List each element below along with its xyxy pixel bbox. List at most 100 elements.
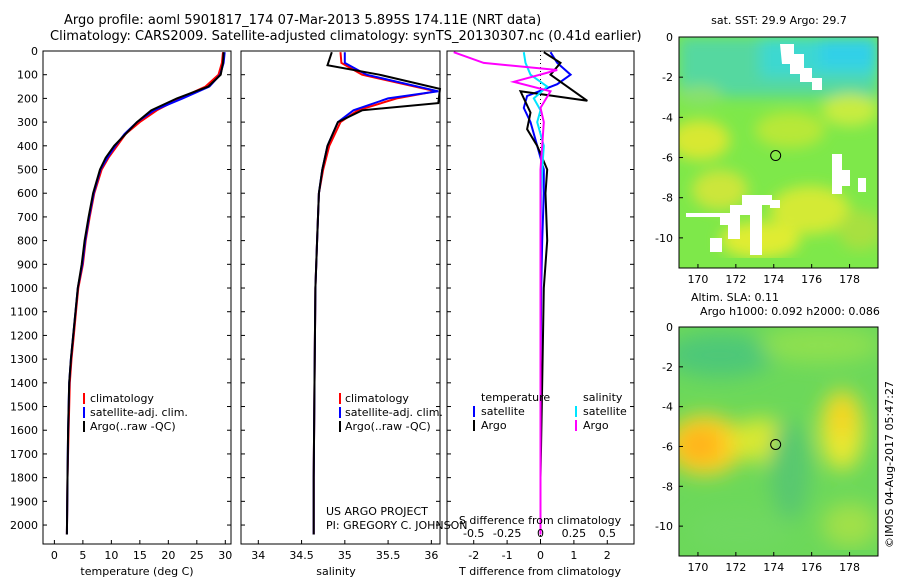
chart-title-line1: Argo profile: aoml 5901817_174 07-Mar-20… xyxy=(64,13,542,28)
temperature-xtick-label: 10 xyxy=(104,549,118,562)
depth-tick-label: 700 xyxy=(17,211,38,224)
salinity-diff-tick-label: 0.25 xyxy=(562,527,587,540)
diff-legend-sal-label: Argo xyxy=(583,419,609,432)
depth-tick-label: 2000 xyxy=(10,519,38,532)
temperature-legend-label: satellite-adj. clim. xyxy=(90,406,188,419)
temperature-xtick-label: 25 xyxy=(190,549,204,562)
sla-map-image xyxy=(679,327,878,556)
temperature-xtick-label: 5 xyxy=(79,549,86,562)
depth-tick-label: 1900 xyxy=(10,495,38,508)
depth-tick-label: 1000 xyxy=(10,282,38,295)
sla-map-xtick-label: 170 xyxy=(687,561,708,574)
difference-xtick-label: 2 xyxy=(604,549,611,562)
depth-tick-label: 400 xyxy=(17,140,38,153)
depth-tick-label: 1400 xyxy=(10,377,38,390)
temperature-xtick-label: 0 xyxy=(51,549,58,562)
salinity-legend-label: climatology xyxy=(345,392,409,405)
depth-tick-label: 300 xyxy=(17,116,38,129)
depth-tick-label: 100 xyxy=(17,69,38,82)
difference-series-0 xyxy=(522,51,573,535)
depth-tick-label: 1800 xyxy=(10,472,38,485)
depth-tick-label: 1200 xyxy=(10,329,38,342)
sst-map-ytick-label: 0 xyxy=(666,31,673,44)
sst-map-ytick-label: -6 xyxy=(662,152,673,165)
salinity-legend-label: satellite-adj. clim. xyxy=(345,406,443,419)
imos-stamp: ©IMOS 04-Aug-2017 05:47:27 xyxy=(883,381,896,548)
depth-tick-label: 1500 xyxy=(10,401,38,414)
depth-tick-label: 500 xyxy=(17,164,38,177)
salinity-xtick-label: 35 xyxy=(338,549,352,562)
depth-tick-label: 1300 xyxy=(10,353,38,366)
sla-map-frame xyxy=(678,326,879,557)
depth-tick-label: 0 xyxy=(31,45,38,58)
temperature-series-1 xyxy=(65,52,226,535)
sst-map-ytick-label: -2 xyxy=(662,71,673,84)
legend-salinity-header: salinity xyxy=(583,391,623,404)
diff-legend-sal-label: satellite xyxy=(583,405,627,418)
temperature-xtick-label: 30 xyxy=(218,549,232,562)
diff-legend-temp-label: satellite xyxy=(481,405,525,418)
sla-map-title: Argo h1000: 0.092 h2000: 0.086 xyxy=(700,305,880,318)
temperature-xlabel: temperature (deg C) xyxy=(80,565,193,578)
sla-map-title: Altim. SLA: 0.11 xyxy=(691,291,779,304)
depth-tick-label: 600 xyxy=(17,187,38,200)
sla-map-ytick-label: -2 xyxy=(662,361,673,374)
sla-map-xtick-label: 176 xyxy=(801,561,822,574)
salinity-xtick-label: 36 xyxy=(424,549,438,562)
sst-map-xtick-label: 174 xyxy=(763,273,784,286)
sst-map-image xyxy=(679,37,878,268)
depth-tick-label: 800 xyxy=(17,235,38,248)
salinity-diff-tick-label: -0.5 xyxy=(463,527,484,540)
salinity-xtick-label: 34.5 xyxy=(289,549,314,562)
salinity-diff-tick-label: 0.5 xyxy=(599,527,617,540)
temperature-series-2 xyxy=(65,52,225,535)
diff-legend-temp-label: Argo xyxy=(481,419,507,432)
difference-xlabel-top: S difference from climatology xyxy=(459,514,622,527)
sla-map-ytick-label: -8 xyxy=(662,480,673,493)
sst-map-xtick-label: 178 xyxy=(839,273,860,286)
salinity-series-0 xyxy=(312,52,436,535)
temperature-legend-label: Argo(..raw -QC) xyxy=(90,420,176,433)
sst-map-ytick-label: -4 xyxy=(662,111,673,124)
sla-map-ytick-label: -10 xyxy=(655,520,673,533)
difference-series-3 xyxy=(453,51,558,535)
difference-xlabel: T difference from climatology xyxy=(458,565,621,578)
difference-xtick-label: 1 xyxy=(570,549,577,562)
salinity-series-2 xyxy=(312,51,442,535)
sst-map-frame xyxy=(678,36,879,269)
difference-xtick-label: -2 xyxy=(468,549,479,562)
depth-tick-label: 900 xyxy=(17,258,38,271)
salinity-xtick-label: 35.5 xyxy=(376,549,401,562)
sla-map-xtick-label: 172 xyxy=(725,561,746,574)
sla-map-ytick-label: 0 xyxy=(666,321,673,334)
temperature-legend-label: climatology xyxy=(90,392,154,405)
sst-map-xtick-label: 172 xyxy=(725,273,746,286)
salinity-xlabel: salinity xyxy=(316,565,356,578)
salinity-legend-label: Argo(..raw -QC) xyxy=(345,420,431,433)
salinity-series-1 xyxy=(312,52,439,535)
difference-series-1 xyxy=(518,51,588,535)
project-line2: PI: GREGORY C. JOHNSON xyxy=(326,519,467,532)
temperature-axes xyxy=(42,50,232,545)
legend-temperature-header: temperature xyxy=(481,391,550,404)
sla-map-ytick-label: -4 xyxy=(662,401,673,414)
sst-map-xtick-label: 170 xyxy=(687,273,708,286)
depth-tick-label: 1600 xyxy=(10,424,38,437)
depth-tick-label: 1100 xyxy=(10,306,38,319)
salinity-xtick-label: 34 xyxy=(251,549,265,562)
sla-map-xtick-label: 174 xyxy=(763,561,784,574)
temperature-xtick-label: 20 xyxy=(161,549,175,562)
salinity-diff-tick-label: -0.25 xyxy=(493,527,521,540)
chart-title-line2: Climatology: CARS2009. Satellite-adjuste… xyxy=(50,29,642,44)
sla-map-argo-marker xyxy=(770,438,782,450)
difference-xtick-label: 0 xyxy=(537,549,544,562)
salinity-diff-tick-label: 0 xyxy=(537,527,544,540)
depth-tick-label: 200 xyxy=(17,92,38,105)
temperature-series-0 xyxy=(65,52,224,535)
sst-map-xtick-label: 176 xyxy=(801,273,822,286)
sst-map-ytick-label: -8 xyxy=(662,192,673,205)
depth-tick-label: 1700 xyxy=(10,448,38,461)
temperature-xtick-label: 15 xyxy=(133,549,147,562)
sla-map-xtick-label: 178 xyxy=(839,561,860,574)
